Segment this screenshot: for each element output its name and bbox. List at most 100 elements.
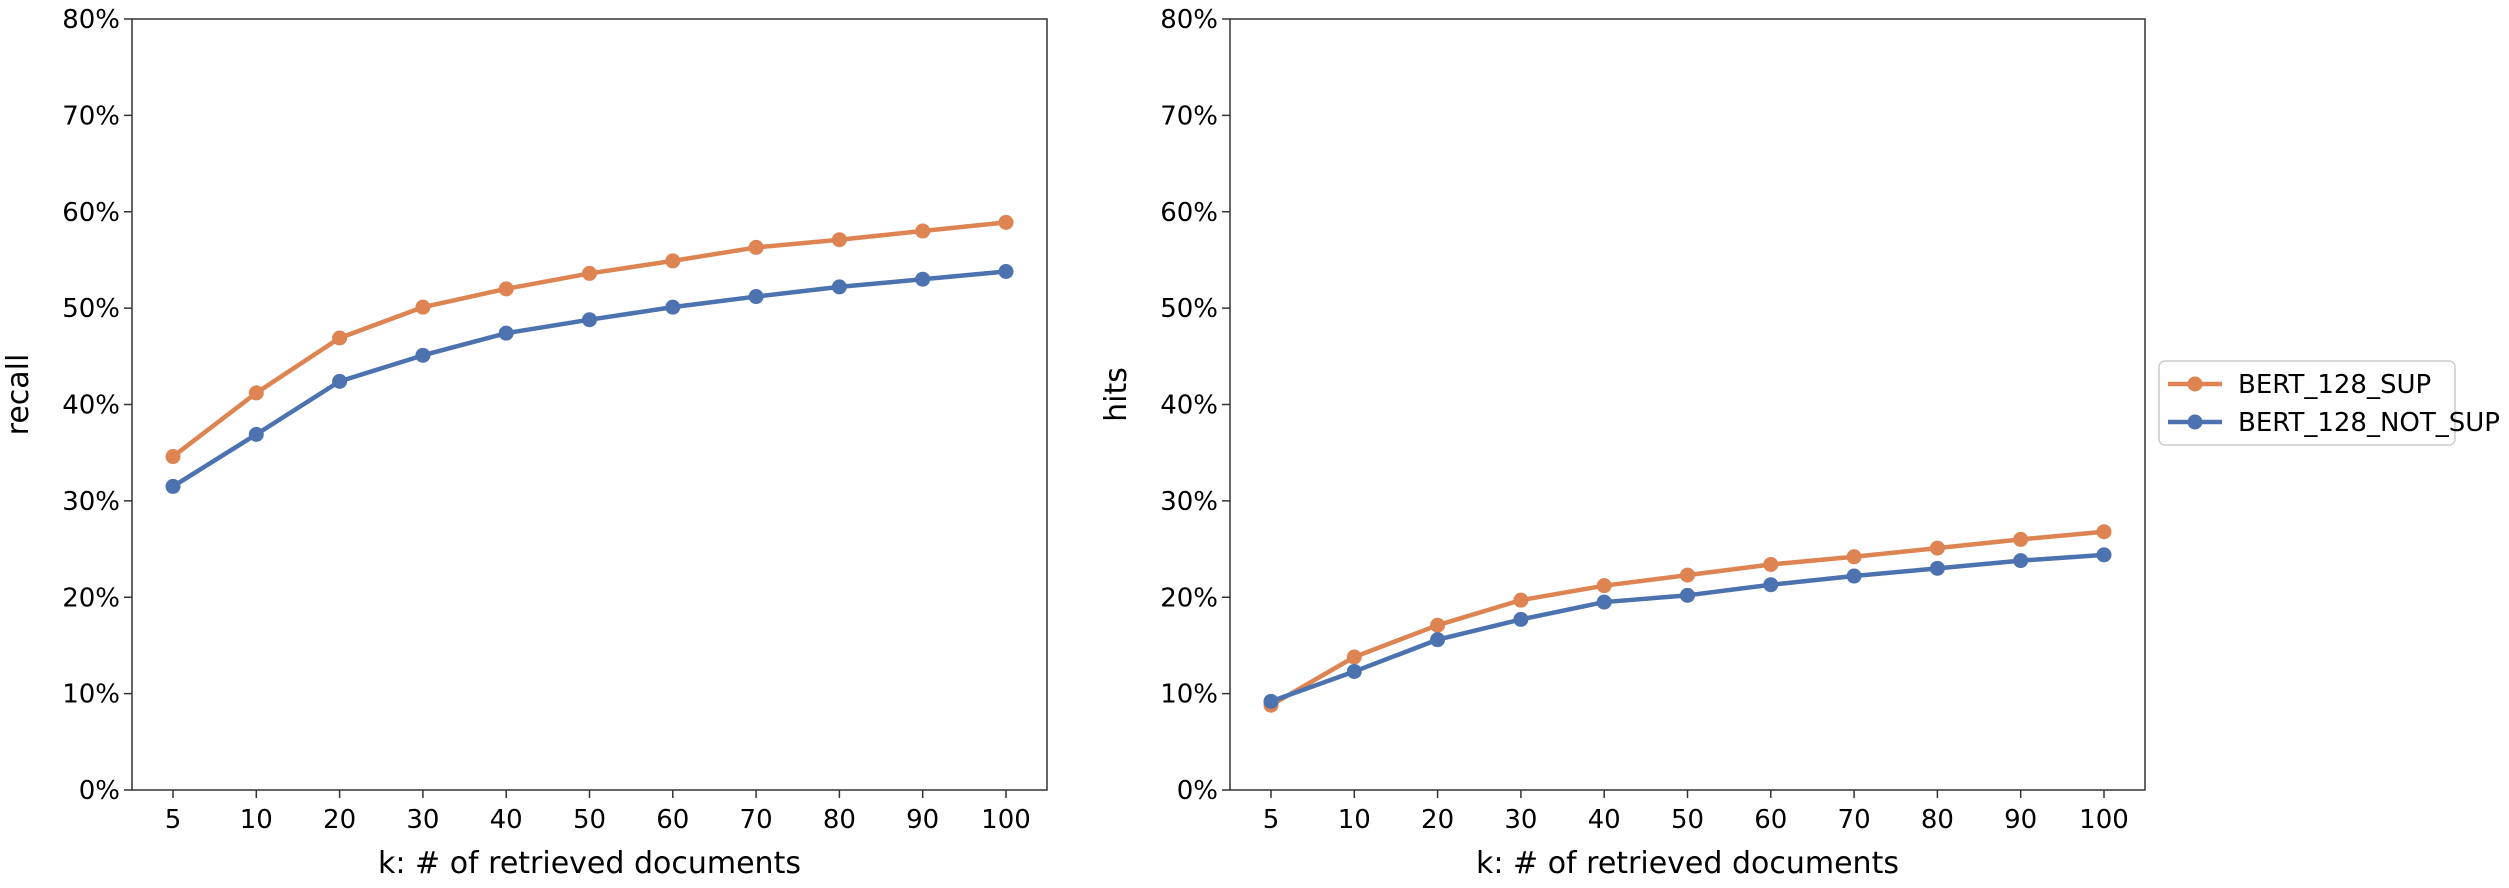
x-axis-label: k: # of retrieved documents [1476,846,1899,881]
data-point [1430,632,1446,648]
x-tick-label: 5 [1263,805,1280,835]
data-point [415,299,431,315]
data-point [1346,649,1362,665]
legend-box [2158,360,2456,446]
legend-label: BERT_128_NOT_SUP [2238,408,2500,438]
y-tick-label: 60% [1160,198,1218,228]
y-tick-label: 60% [62,198,120,228]
y-tick-label: 30% [1160,487,1218,517]
x-tick-label: 10 [240,805,273,835]
data-point [998,264,1014,280]
data-point [915,271,931,287]
data-point [498,325,514,341]
data-point [1596,578,1612,594]
x-tick-label: 70 [740,805,773,835]
x-tick-label: 20 [323,805,356,835]
data-point [248,426,264,442]
data-point [582,265,597,281]
data-point [1513,611,1529,627]
y-tick-label: 10% [1160,680,1218,710]
x-tick-label: 60 [1754,805,1787,835]
data-point [332,330,348,346]
y-tick-label: 70% [1160,101,1218,131]
data-point [248,385,264,401]
y-tick-label: 30% [62,487,120,517]
data-point [332,373,348,389]
data-point [2013,531,2029,547]
x-tick-label: 10 [1338,805,1371,835]
data-point [831,279,847,295]
data-point [1680,567,1695,583]
plot-frame [1229,18,2146,791]
data-point [915,223,931,239]
data-point [2096,547,2112,563]
y-tick-label: 40% [1160,391,1218,421]
x-tick-label: 50 [573,805,606,835]
y-tick-label: 50% [62,294,120,324]
y-tick-label: 80% [62,5,120,35]
legend-label: BERT_128_SUP [2238,370,2431,400]
x-tick-label: 100 [981,805,1031,835]
data-point [2013,553,2029,569]
data-point [1346,663,1362,679]
legend-marker [2187,414,2203,430]
y-tick-label: 40% [62,391,120,421]
x-tick-label: 60 [656,805,689,835]
x-tick-label: 40 [490,805,523,835]
data-point [1763,556,1779,572]
y-tick-label: 80% [1160,5,1218,35]
x-tick-label: 50 [1671,805,1704,835]
data-point [415,347,431,363]
hits-chart: 0% 10% 20% 30% 40% 50% 60% 70% 80% 5 10 20 30 40 50 60 7… [1099,5,2146,881]
plot-frame [131,18,1048,791]
data-point [1263,693,1279,709]
data-point [1929,540,1945,556]
x-tick-label: 90 [906,805,939,835]
x-tick-label: 40 [1588,805,1621,835]
y-tick-label: 70% [62,101,120,131]
data-point [1846,549,1862,565]
y-tick-label: 20% [1160,583,1218,613]
data-point [665,299,681,315]
series-line [170,269,1009,489]
y-tick-label: 0% [1177,776,1218,806]
x-tick-label: 80 [823,805,856,835]
series-line [1268,529,2107,708]
x-tick-label: 30 [1504,805,1537,835]
data-point [1929,560,1945,576]
y-tick-label: 50% [1160,294,1218,324]
data-point [498,281,514,297]
legend-marker [2187,376,2203,392]
x-tick-label: 80 [1921,805,1954,835]
x-tick-label: 5 [165,805,182,835]
data-point [748,239,764,255]
x-tick-label: 70 [1838,805,1871,835]
data-point [2096,524,2112,540]
data-point [748,289,764,305]
y-tick-label: 10% [62,680,120,710]
data-point [165,449,181,465]
x-tick-label: 30 [406,805,439,835]
data-point [165,478,181,494]
series-line [170,220,1009,459]
data-point [1513,592,1529,608]
legend: BERT_128_SUP BERT_128_NOT_SUP [2158,360,2500,446]
x-axis-label: k: # of retrieved documents [378,846,801,881]
y-tick-label: 20% [62,583,120,613]
y-tick-label: 0% [79,776,120,806]
x-tick-label: 20 [1421,805,1454,835]
data-point [1846,568,1862,584]
data-point [1430,617,1446,633]
data-point [831,232,847,248]
data-point [665,253,681,269]
recall-chart: 0% 10% 20% 30% 40% 50% 60% 70% 80% 5 10 20 30 40 50 60 7… [1,5,1048,881]
data-point [998,214,1014,230]
y-axis-label: recall [1,354,36,436]
x-tick-label: 90 [2004,805,2037,835]
y-axis-label: hits [1099,367,1134,422]
data-point [1596,594,1612,610]
data-point [1680,587,1695,603]
data-point [582,312,597,328]
x-tick-label: 100 [2079,805,2129,835]
